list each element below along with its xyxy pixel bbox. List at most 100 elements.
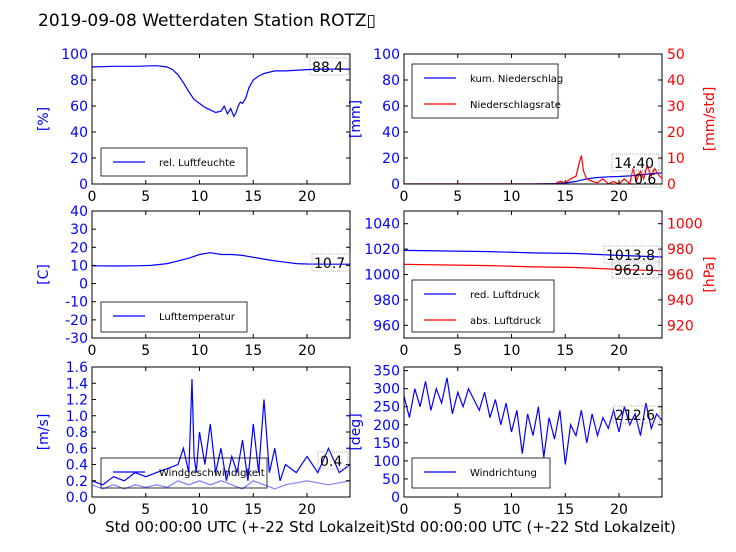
panel-0: 0 5 10 15 20 0 20 40 60 80 100 [%] rel. Luftfeuchte 8… — [36, 47, 351, 205]
series-line-1 — [404, 263, 662, 272]
x-tick-label: 0 — [400, 502, 409, 518]
y-tick-label: 20 — [382, 151, 400, 167]
x-tick-label: 10 — [191, 189, 209, 205]
y-tick-label: 0.6 — [66, 441, 88, 457]
x-tick-label: 5 — [141, 189, 150, 205]
series-line-0 — [404, 377, 662, 465]
x-tick-label: 15 — [556, 343, 574, 359]
y-tick-label: -30 — [65, 331, 88, 347]
y-tick-label: 0 — [79, 277, 88, 293]
y-tick-label: 60 — [70, 99, 88, 115]
series-line-1 — [404, 155, 662, 184]
y-axis-label: [m/s] — [36, 414, 52, 451]
y-tick-label: 60 — [382, 99, 400, 115]
x-tick-label: 5 — [453, 189, 462, 205]
y-right-tick-label: 980 — [667, 242, 694, 258]
y-right-tick-label: 20 — [667, 125, 685, 141]
y-tick-label: 300 — [373, 382, 400, 398]
last-value-label: 212.6 — [615, 408, 655, 424]
y-right-tick-label: 0 — [667, 177, 676, 193]
plot-frame — [91, 210, 351, 339]
series-line-0 — [92, 379, 350, 486]
y-tick-label: 350 — [373, 364, 400, 380]
series-line-1 — [92, 480, 350, 490]
x-tick-label: 20 — [298, 189, 316, 205]
y-tick-label: 20 — [70, 240, 88, 256]
y-tick-label: 0.0 — [66, 490, 88, 506]
y-right-tick-label: 1000 — [667, 217, 703, 233]
plot-frame — [91, 53, 351, 185]
y-tick-label: 10 — [70, 258, 88, 274]
x-tick-label: 15 — [244, 343, 262, 359]
y-tick-label: -10 — [65, 295, 88, 311]
last-value-label: 10.7 — [314, 256, 345, 272]
x-tick-label: 0 — [88, 502, 97, 518]
figure-title: 2019-09-08 Wetterdaten Station ROTZ▯ — [38, 11, 376, 31]
legend-label: red. Luftdruck — [470, 290, 540, 301]
panel-2: 0 5 10 15 20 -30 -20 -10 0 10 20 30 40 [C] Lufttempera… — [36, 204, 351, 359]
y-axis-label-right: [hPa] — [702, 256, 718, 292]
y-axis-label: [deg] — [348, 413, 364, 450]
y-tick-label: 80 — [70, 73, 88, 89]
y-tick-label: 250 — [373, 400, 400, 416]
panel-1: 0 5 10 15 20 0 20 40 60 80 100 0 10 20 30 40 50 [mm] [mm/s… — [348, 47, 718, 205]
y-right-tick-label: 10 — [667, 151, 685, 167]
y-tick-label: 100 — [61, 47, 88, 63]
y-tick-label: 40 — [382, 125, 400, 141]
y-tick-label: 30 — [70, 222, 88, 238]
last-value-box — [317, 451, 349, 470]
last-value-label: 88.4 — [312, 60, 343, 76]
x-tick-label: 15 — [244, 189, 262, 205]
legend-label: kum. Niederschlag — [470, 74, 563, 85]
last-value-box — [603, 245, 660, 264]
y-tick-label: 0 — [391, 177, 400, 193]
x-axis-label-right: Std 00:00:00 UTC (+-22 Std Lokalzeit) — [390, 518, 676, 536]
x-tick-label: 0 — [400, 189, 409, 205]
y-tick-label: 0.2 — [66, 474, 88, 490]
y-tick-label: 1040 — [364, 217, 400, 233]
legend-label: rel. Luftfeuchte — [159, 158, 235, 169]
legend-box — [411, 279, 555, 333]
series-line-0 — [92, 252, 350, 267]
x-tick-label: 5 — [141, 502, 150, 518]
series-line-0 — [92, 65, 350, 118]
y-tick-label: 1.0 — [66, 409, 88, 425]
legend-label: Niederschlagsrate — [470, 100, 561, 111]
x-tick-label: 10 — [191, 343, 209, 359]
last-value-box — [309, 57, 349, 76]
panel-5: 0 5 10 15 20050100150200250300350[deg]Windri… — [348, 364, 663, 518]
y-tick-label: 1.2 — [66, 393, 88, 409]
y-axis-label: [C] — [36, 264, 52, 285]
legend-label: abs. Luftdruck — [470, 316, 541, 327]
y-tick-label: 980 — [373, 293, 400, 309]
x-tick-label: 20 — [610, 502, 628, 518]
y-right-tick-label: 30 — [667, 99, 685, 115]
y-tick-label: 80 — [382, 73, 400, 89]
legend-box — [411, 457, 551, 489]
legend-label: Windgeschwindigkeit — [159, 468, 265, 479]
x-tick-label: 5 — [141, 343, 150, 359]
y-tick-label: 40 — [70, 204, 88, 220]
x-tick-label: 15 — [556, 189, 574, 205]
y-tick-label: 1.6 — [66, 360, 88, 376]
series-line-0 — [404, 249, 662, 258]
series-line-0 — [404, 172, 662, 184]
y-right-tick-label: 40 — [667, 73, 685, 89]
x-tick-label: 5 — [453, 502, 462, 518]
x-tick-label: 0 — [88, 343, 97, 359]
panel-4: 0 5 10 15 200.00.20.40.60.81.01.21.41.6[m/s]… — [36, 360, 351, 518]
y-tick-label: 100 — [373, 47, 400, 63]
legend-label: Windrichtung — [470, 468, 537, 479]
panel-3: 0 5 10 15 20 960 980 1000 1020 1040 920 940 960 980 10… — [364, 210, 718, 359]
legend-label: Lufttemperatur — [159, 312, 236, 323]
y-right-tick-label: 920 — [667, 318, 694, 334]
y-tick-label: 50 — [382, 472, 400, 488]
y-tick-label: 150 — [373, 436, 400, 452]
legend-box — [100, 301, 248, 333]
legend-box — [100, 457, 268, 489]
last-value-label: 1013.8 — [606, 248, 655, 264]
y-right-tick-label: 960 — [667, 268, 694, 284]
x-tick-label: 20 — [298, 502, 316, 518]
y-tick-label: 0.8 — [66, 425, 88, 441]
y-tick-label: 960 — [373, 318, 400, 334]
